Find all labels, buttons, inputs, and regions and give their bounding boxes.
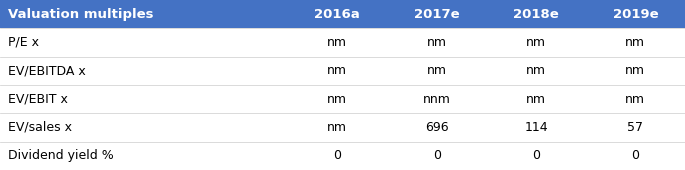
Text: 2019e: 2019e	[612, 8, 658, 21]
Text: nm: nm	[327, 121, 347, 134]
FancyBboxPatch shape	[586, 28, 685, 57]
Text: EV/EBITDA x: EV/EBITDA x	[8, 64, 86, 77]
Text: 2017e: 2017e	[414, 8, 460, 21]
Text: nm: nm	[526, 93, 546, 106]
FancyBboxPatch shape	[288, 142, 387, 170]
Text: nm: nm	[526, 64, 546, 77]
FancyBboxPatch shape	[288, 28, 387, 57]
FancyBboxPatch shape	[387, 0, 486, 28]
FancyBboxPatch shape	[586, 0, 685, 28]
FancyBboxPatch shape	[0, 57, 288, 85]
Text: Dividend yield %: Dividend yield %	[8, 149, 114, 162]
FancyBboxPatch shape	[288, 113, 387, 142]
Text: nm: nm	[427, 64, 447, 77]
Text: nm: nm	[625, 64, 645, 77]
FancyBboxPatch shape	[486, 57, 586, 85]
Text: 0: 0	[433, 149, 440, 162]
FancyBboxPatch shape	[387, 85, 486, 113]
Text: nm: nm	[625, 36, 645, 49]
FancyBboxPatch shape	[387, 57, 486, 85]
FancyBboxPatch shape	[486, 142, 586, 170]
FancyBboxPatch shape	[586, 57, 685, 85]
Text: nnm: nnm	[423, 93, 451, 106]
FancyBboxPatch shape	[0, 85, 288, 113]
FancyBboxPatch shape	[288, 57, 387, 85]
FancyBboxPatch shape	[586, 85, 685, 113]
FancyBboxPatch shape	[387, 113, 486, 142]
Text: EV/EBIT x: EV/EBIT x	[8, 93, 68, 106]
Text: P/E x: P/E x	[8, 36, 39, 49]
FancyBboxPatch shape	[288, 85, 387, 113]
Text: 696: 696	[425, 121, 449, 134]
Text: nm: nm	[625, 93, 645, 106]
Text: EV/sales x: EV/sales x	[8, 121, 72, 134]
Text: 2018e: 2018e	[513, 8, 559, 21]
FancyBboxPatch shape	[0, 28, 288, 57]
FancyBboxPatch shape	[486, 0, 586, 28]
FancyBboxPatch shape	[0, 142, 288, 170]
FancyBboxPatch shape	[486, 28, 586, 57]
FancyBboxPatch shape	[288, 0, 387, 28]
Text: 57: 57	[627, 121, 643, 134]
Text: 2016a: 2016a	[314, 8, 360, 21]
Text: nm: nm	[327, 64, 347, 77]
Text: 114: 114	[524, 121, 548, 134]
Text: Valuation multiples: Valuation multiples	[8, 8, 153, 21]
FancyBboxPatch shape	[387, 142, 486, 170]
FancyBboxPatch shape	[586, 142, 685, 170]
Text: nm: nm	[327, 93, 347, 106]
FancyBboxPatch shape	[586, 113, 685, 142]
Text: nm: nm	[327, 36, 347, 49]
Text: nm: nm	[526, 36, 546, 49]
Text: 0: 0	[532, 149, 540, 162]
FancyBboxPatch shape	[486, 113, 586, 142]
FancyBboxPatch shape	[486, 85, 586, 113]
Text: nm: nm	[427, 36, 447, 49]
FancyBboxPatch shape	[0, 113, 288, 142]
Text: 0: 0	[334, 149, 341, 162]
FancyBboxPatch shape	[387, 28, 486, 57]
Text: 0: 0	[632, 149, 639, 162]
FancyBboxPatch shape	[0, 0, 288, 28]
